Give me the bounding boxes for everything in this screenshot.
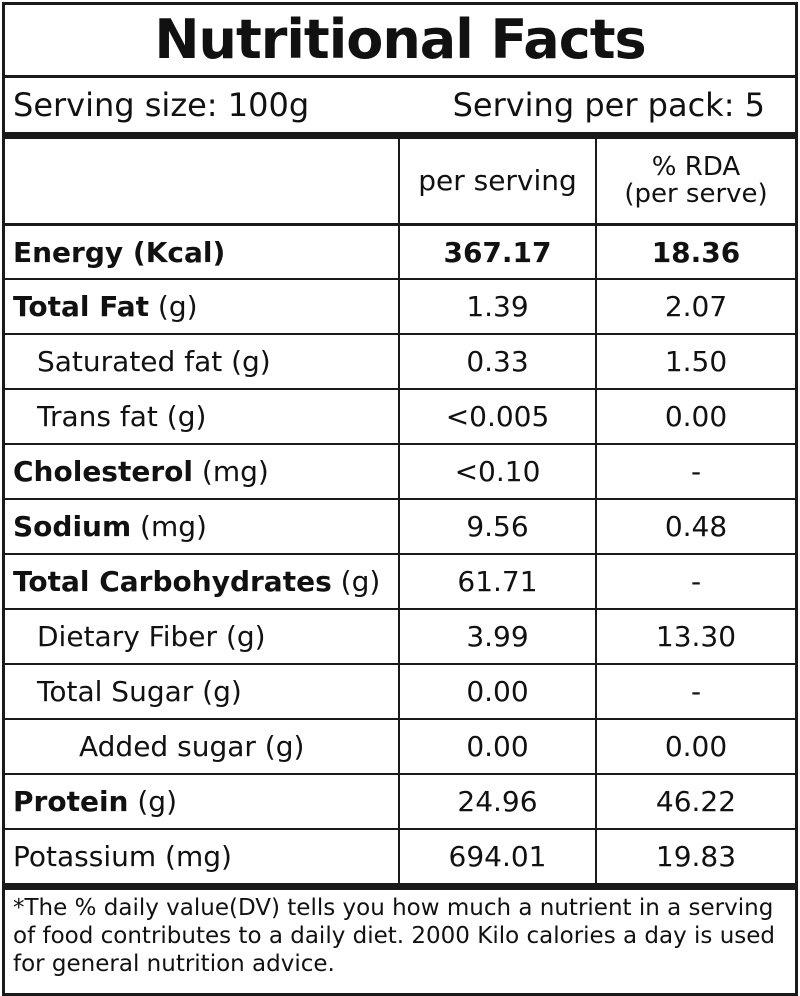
per-serving-value: 9.56 xyxy=(398,499,596,555)
table-header-row: per serving % RDA (per serve) xyxy=(5,139,795,226)
rda-value: 1.50 xyxy=(595,334,795,390)
per-serving-value: 0.33 xyxy=(398,334,596,390)
nutrient-name: Protein (g) xyxy=(5,774,399,830)
rda-value: - xyxy=(595,664,795,720)
per-serving-value: 694.01 xyxy=(398,829,596,890)
rda-value: 46.22 xyxy=(595,774,795,830)
per-serving-value: 24.96 xyxy=(398,774,596,830)
rda-value: 13.30 xyxy=(595,609,795,665)
nutrient-name: Total Carbohydrates (g) xyxy=(5,554,399,610)
header-empty-cell xyxy=(5,139,399,226)
nutrition-table: per serving % RDA (per serve) Energy (Kc… xyxy=(5,139,795,890)
table-row-potassium: Potassium (mg) 694.01 19.83 xyxy=(5,829,795,890)
nutrient-name: Energy (Kcal) xyxy=(5,224,399,280)
rda-header-line2: (per serve) xyxy=(624,179,768,209)
rda-value: 0.00 xyxy=(595,719,795,775)
rda-value: 0.48 xyxy=(595,499,795,555)
table-row-total-carbohydrates: Total Carbohydrates (g) 61.71 - xyxy=(5,554,795,610)
rda-header: % RDA (per serve) xyxy=(595,139,795,226)
table-row-energy: Energy (Kcal) 367.17 18.36 xyxy=(5,224,795,280)
nutrient-name-bold: Sodium xyxy=(13,510,132,543)
table-row-dietary-fiber: Dietary Fiber (g) 3.99 13.30 xyxy=(5,609,795,665)
rda-value: 0.00 xyxy=(595,389,795,445)
nutrient-name: Dietary Fiber (g) xyxy=(5,609,399,665)
footnote: *The % daily value(DV) tells you how muc… xyxy=(13,895,776,977)
table-row-trans-fat: Trans fat (g) <0.005 0.00 xyxy=(5,389,795,445)
per-serving-value: 3.99 xyxy=(398,609,596,665)
table-row-sodium: Sodium (mg) 9.56 0.48 xyxy=(5,499,795,555)
nutrient-name-bold: Cholesterol xyxy=(13,455,193,488)
nutrient-name: Saturated fat (g) xyxy=(5,334,399,390)
serving-size: Serving size: 100g xyxy=(13,86,310,124)
rda-value: 19.83 xyxy=(595,829,795,890)
per-serving-value: <0.005 xyxy=(398,389,596,445)
serving-per-pack: Serving per pack: 5 xyxy=(452,86,765,124)
table-row-saturated-fat: Saturated fat (g) 0.33 1.50 xyxy=(5,334,795,390)
table-row-added-sugar: Added sugar (g) 0.00 0.00 xyxy=(5,719,795,775)
nutrient-name: Trans fat (g) xyxy=(5,389,399,445)
per-serving-value: 0.00 xyxy=(398,664,596,720)
rda-value: 18.36 xyxy=(595,224,795,280)
rda-value: - xyxy=(595,444,795,500)
nutrient-name: Total Fat (g) xyxy=(5,279,399,335)
rda-header-line1: % RDA xyxy=(651,151,741,182)
table-row-cholesterol: Cholesterol (mg) <0.10 - xyxy=(5,444,795,500)
table-row-total-fat: Total Fat (g) 1.39 2.07 xyxy=(5,279,795,335)
nutrient-unit: (g) xyxy=(331,565,381,598)
per-serving-value: 0.00 xyxy=(398,719,596,775)
per-serving-value: <0.10 xyxy=(398,444,596,500)
nutrient-name-bold: Protein xyxy=(13,785,129,818)
label-title: Nutritional Facts xyxy=(5,5,795,78)
nutrient-name-bold: Total Carbohydrates xyxy=(13,565,332,598)
per-serving-header: per serving xyxy=(398,139,596,226)
table-row-protein: Protein (g) 24.96 46.22 xyxy=(5,774,795,830)
nutrient-name-bold: Total Fat xyxy=(13,290,150,323)
table-row-total-sugar: Total Sugar (g) 0.00 - xyxy=(5,664,795,720)
nutrient-unit: (g) xyxy=(128,785,178,818)
rda-value: 2.07 xyxy=(595,279,795,335)
per-serving-value: 1.39 xyxy=(398,279,596,335)
nutrient-name: Added sugar (g) xyxy=(5,719,399,775)
nutrient-unit: (mg) xyxy=(131,510,207,543)
nutrient-name: Sodium (mg) xyxy=(5,499,399,555)
nutrient-unit: (g) xyxy=(149,290,198,323)
serving-info: Serving size: 100g Serving per pack: 5 xyxy=(5,78,795,139)
nutrient-name: Potassium (mg) xyxy=(5,829,399,890)
nutrient-unit: (mg) xyxy=(193,455,269,488)
rda-value: - xyxy=(595,554,795,610)
per-serving-value: 367.17 xyxy=(398,224,596,280)
nutrient-name: Total Sugar (g) xyxy=(5,664,399,720)
nutrient-name: Cholesterol (mg) xyxy=(5,444,399,500)
per-serving-value: 61.71 xyxy=(398,554,596,610)
